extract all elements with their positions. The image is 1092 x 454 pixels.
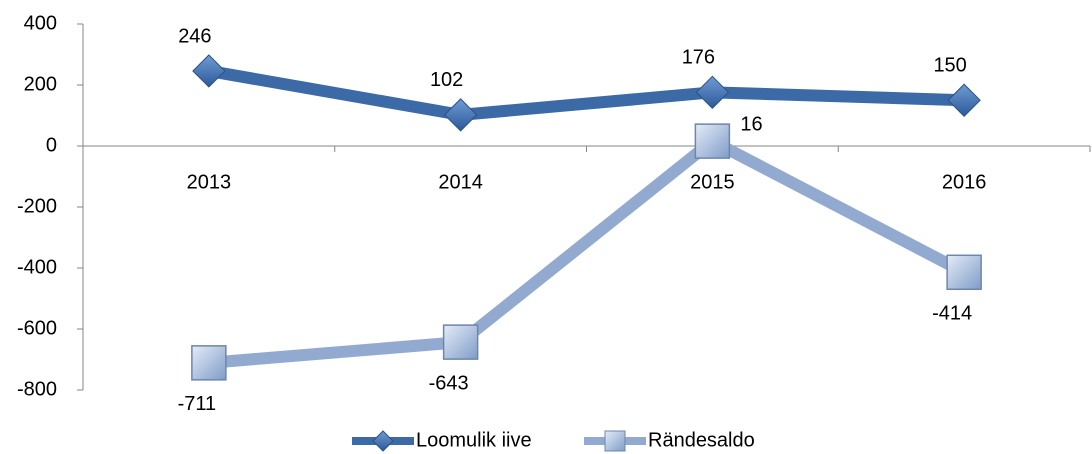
x-tick-label: 2014 xyxy=(438,171,483,193)
y-tick-label: -200 xyxy=(17,195,57,217)
data-label: -711 xyxy=(178,393,217,415)
marker xyxy=(442,324,479,360)
legend-marker xyxy=(604,430,626,452)
marker xyxy=(443,98,478,132)
marker xyxy=(695,75,730,110)
y-tick-label: 0 xyxy=(46,134,57,156)
data-label: 16 xyxy=(740,113,762,135)
series: -711 -643 16 -414 xyxy=(178,113,982,415)
y-tick-label: 400 xyxy=(24,12,57,34)
y-tick-label: 200 xyxy=(24,73,57,95)
line xyxy=(207,65,965,121)
legend-label: Loomulik iive xyxy=(416,429,532,451)
y-tick-label: -800 xyxy=(17,378,57,400)
y-tick-label: -600 xyxy=(17,317,57,339)
x-tick-label: 2013 xyxy=(187,171,232,193)
x-tick-label: 2016 xyxy=(942,171,987,193)
marker xyxy=(946,254,982,291)
marker xyxy=(947,83,981,117)
y-tick-label: -400 xyxy=(17,256,57,278)
legend-label: Rändesaldo xyxy=(648,429,755,451)
data-label: -414 xyxy=(932,303,972,325)
x-tick-label: 2015 xyxy=(690,171,735,193)
legend-marker xyxy=(372,430,394,452)
data-label: 150 xyxy=(933,55,966,77)
marker xyxy=(694,123,731,159)
marker xyxy=(192,54,226,88)
series: 246 102 176 150 xyxy=(178,25,981,132)
data-label: -643 xyxy=(429,372,469,394)
data-label: 102 xyxy=(430,69,463,91)
line xyxy=(208,135,967,369)
data-label: 176 xyxy=(682,47,715,69)
data-label: 246 xyxy=(178,25,211,47)
marker xyxy=(191,345,227,381)
